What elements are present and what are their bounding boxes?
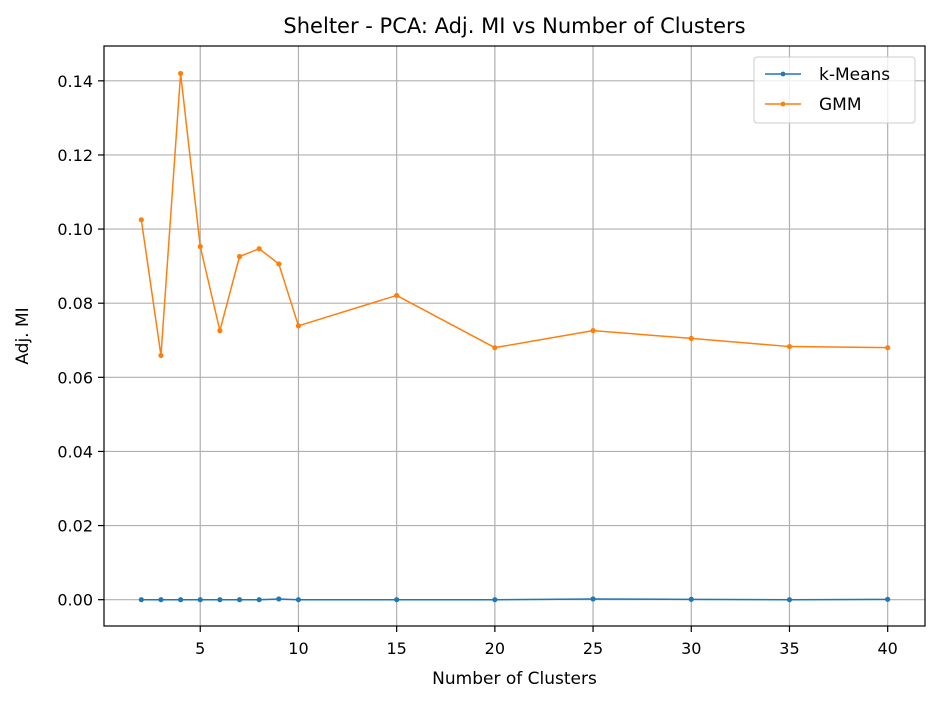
data-point: [688, 335, 694, 342]
y-tick-label: 0.06: [57, 368, 93, 387]
x-tick-label: 35: [779, 639, 799, 658]
data-point: [256, 246, 262, 252]
data-point: [885, 596, 891, 602]
data-point: [276, 596, 282, 602]
y-tick-label: 0.04: [57, 442, 93, 461]
data-point: [295, 597, 302, 603]
data-point: [256, 597, 262, 603]
data-point: [217, 597, 223, 603]
data-point: [590, 596, 596, 602]
data-point: [885, 345, 891, 351]
x-axis: 5 10 15 20 25 30 35 40: [195, 626, 898, 658]
legend: k-Means GMM: [753, 56, 916, 124]
x-tick-label: 10: [288, 639, 308, 658]
y-tick-label: 0.14: [57, 72, 93, 91]
y-tick-label: 0.02: [57, 517, 93, 536]
data-point: [295, 323, 302, 329]
data-point: [394, 292, 400, 299]
data-point: [786, 597, 793, 603]
data-point: [217, 328, 223, 334]
data-point: [394, 597, 400, 603]
data-point: [197, 597, 203, 603]
data-point: [158, 352, 164, 359]
series-line: [141, 598, 888, 601]
data-point: [178, 597, 184, 603]
y-tick-label: 0.10: [57, 220, 93, 239]
data-point: [158, 597, 164, 603]
y-tick-label: 0.12: [57, 146, 93, 165]
y-tick-label: 0.00: [57, 591, 93, 610]
x-tick-label: 5: [195, 639, 205, 658]
data-point: [688, 596, 694, 602]
data-point: [492, 345, 498, 351]
plot-frame: [103, 45, 926, 627]
data-point: [236, 253, 243, 260]
y-axis-label: Adj. MI: [13, 307, 33, 364]
data-point: [236, 597, 243, 603]
y-axis: 0.00 0.02 0.04 0.06 0.08 0.10 0.12 0.14: [57, 72, 104, 610]
series-layer: [138, 70, 891, 603]
x-axis-label: Number of Clusters: [432, 669, 597, 689]
data-point: [786, 343, 793, 350]
x-tick-label: 30: [681, 639, 701, 658]
data-point: [492, 597, 498, 603]
data-point: [138, 217, 144, 223]
chart-title: Shelter - PCA: Adj. MI vs Number of Clus…: [283, 14, 745, 38]
y-tick-label: 0.08: [57, 294, 93, 313]
data-point: [197, 243, 203, 250]
data-point: [138, 597, 144, 603]
x-tick-label: 20: [485, 639, 505, 658]
data-point: [590, 328, 596, 334]
legend-marker-gmm: [780, 101, 786, 107]
x-tick-label: 40: [878, 639, 898, 658]
x-tick-label: 25: [583, 639, 603, 658]
legend-label-kmeans: k-Means: [819, 65, 890, 85]
data-point: [178, 70, 184, 77]
legend-marker-kmeans: [780, 71, 786, 77]
data-point: [276, 261, 282, 267]
legend-label-gmm: GMM: [819, 95, 862, 115]
x-tick-label: 15: [386, 639, 406, 658]
